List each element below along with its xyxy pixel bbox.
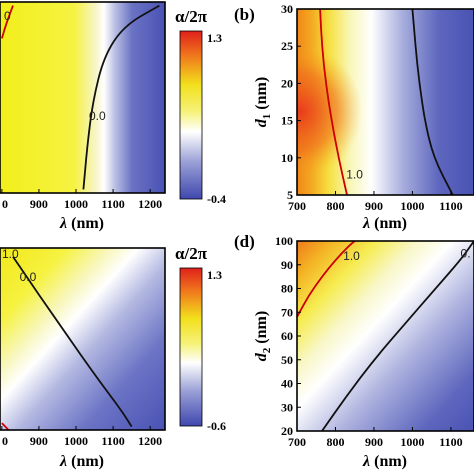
panel-d-label: (d): [234, 232, 255, 251]
x-tick-label: 1000: [400, 199, 424, 213]
x-tick-label: 700: [288, 435, 306, 449]
panel-d: (d) 1.0 0. 700 800 900 1000 1100 20 30 40 50 60 70…: [234, 232, 474, 470]
x-tick-label: 900: [30, 197, 48, 211]
colorbar-c-max-label: 1.3: [207, 268, 222, 282]
panel-c-x-ticks: 0 900 1000 1100 1200: [1, 426, 162, 448]
panel-a-frame: [0, 1, 166, 194]
y-tick-label: 80: [281, 282, 293, 296]
y-tick-label: 70: [281, 305, 293, 319]
contour-line: [411, 8, 454, 196]
contour-line: [321, 240, 474, 432]
contour-label: 1.0: [2, 247, 19, 261]
x-tick-label: 0: [2, 197, 8, 211]
panel-b-contours: 1.0: [319, 8, 454, 196]
panel-c-frame: [0, 247, 166, 431]
y-tick-label: 15: [281, 114, 293, 128]
x-tick-label: 0: [2, 434, 8, 448]
contour-line: [1, 422, 10, 431]
y-tick-label: 20: [281, 424, 293, 438]
contour-label: 0.: [461, 247, 471, 261]
x-tick-label: 1000: [64, 197, 88, 211]
panel-a-x-ticks: 0 900 1000 1100 1200: [1, 189, 162, 211]
contour-label: 1.0: [346, 168, 363, 182]
y-tick-label: 60: [281, 329, 293, 343]
colorbar-a-min-label: -0.4: [207, 192, 226, 206]
contour-label: 0: [4, 9, 11, 23]
panel-b-frame: [296, 8, 474, 196]
panel-d-y-label: d2 (nm): [253, 311, 273, 361]
panel-b-x-label: λ (nm): [362, 215, 407, 232]
contour-label: 0.0: [20, 270, 37, 284]
x-tick-label: 1100: [439, 199, 462, 213]
panel-b-y-label: d1 (nm): [253, 77, 273, 127]
contour-label: 1.0: [343, 249, 360, 263]
panel-b-x-ticks: 700 800 900 1000 1100: [288, 191, 463, 213]
y-tick-label: 30: [281, 2, 293, 16]
y-tick-label: 90: [281, 258, 293, 272]
colorbar-c-label: α/2π: [175, 244, 208, 263]
panel-b-label: (b): [234, 5, 255, 24]
y-tick-label: 40: [281, 377, 293, 391]
x-tick-label: 800: [326, 199, 344, 213]
y-tick-label: 20: [281, 76, 293, 90]
contour-label: 0.0: [89, 109, 106, 123]
panel-c-x-label: λ (nm): [59, 453, 104, 470]
y-tick-label: 25: [281, 39, 293, 53]
x-tick-label: 1100: [101, 197, 124, 211]
x-tick-label: 900: [30, 434, 48, 448]
panel-d-x-label: λ (nm): [362, 453, 407, 470]
colorbar-c: [179, 267, 203, 427]
y-tick-label: 100: [275, 234, 293, 248]
x-tick-label: 1200: [138, 197, 162, 211]
panel-d-contours: 1.0 0.: [296, 240, 474, 432]
x-tick-label: 1100: [101, 434, 124, 448]
x-tick-label: 700: [288, 199, 306, 213]
contour-line: [12, 256, 133, 427]
x-tick-label: 1000: [400, 435, 424, 449]
panel-d-y-ticks: 20 30 40 50 60 70 80 90 100: [275, 234, 301, 438]
contour-line: [319, 8, 348, 196]
panel-a: 0.00 0 900 1000 1100 1200 λ (nm) α/2π 1.3 -0…: [0, 1, 226, 232]
contour-line: [82, 4, 160, 190]
colorbar-a: [179, 30, 203, 200]
panel-c: 0.01.0 0 900 1000 1100 1200 λ (nm) α/2π 1.3 …: [0, 244, 226, 470]
panel-b: (b) 1.0 700 800 900 1000 1100 5 10 15 20 25 30 λ …: [234, 2, 474, 232]
contour-line: [296, 240, 356, 318]
x-tick-label: 900: [365, 199, 383, 213]
y-tick-label: 50: [281, 353, 293, 367]
panel-b-hot-region: [297, 9, 474, 195]
panel-a-x-label: λ (nm): [59, 215, 104, 232]
panel-d-heatmap: [297, 241, 474, 431]
x-tick-label: 800: [326, 435, 344, 449]
y-tick-label: 5: [287, 188, 293, 202]
x-tick-label: 1000: [64, 434, 88, 448]
panel-d-x-ticks: 700 800 900 1000 1100: [288, 427, 463, 449]
panel-c-contours: 0.01.0: [1, 247, 133, 431]
panel-b-y-ticks: 5 10 15 20 25 30: [281, 2, 301, 202]
colorbar-c-min-label: -0.6: [207, 419, 226, 433]
x-tick-label: 1100: [439, 435, 462, 449]
panel-a-contours: 0.00: [1, 4, 160, 190]
x-tick-label: 1200: [138, 434, 162, 448]
panel-a-heatmap: [0, 2, 165, 193]
y-tick-label: 10: [281, 151, 293, 165]
y-tick-label: 30: [281, 400, 293, 414]
x-tick-label: 900: [365, 435, 383, 449]
colorbar-a-label: α/2π: [175, 7, 208, 26]
contour-line: [1, 5, 14, 39]
colorbar-a-max-label: 1.3: [207, 31, 222, 45]
